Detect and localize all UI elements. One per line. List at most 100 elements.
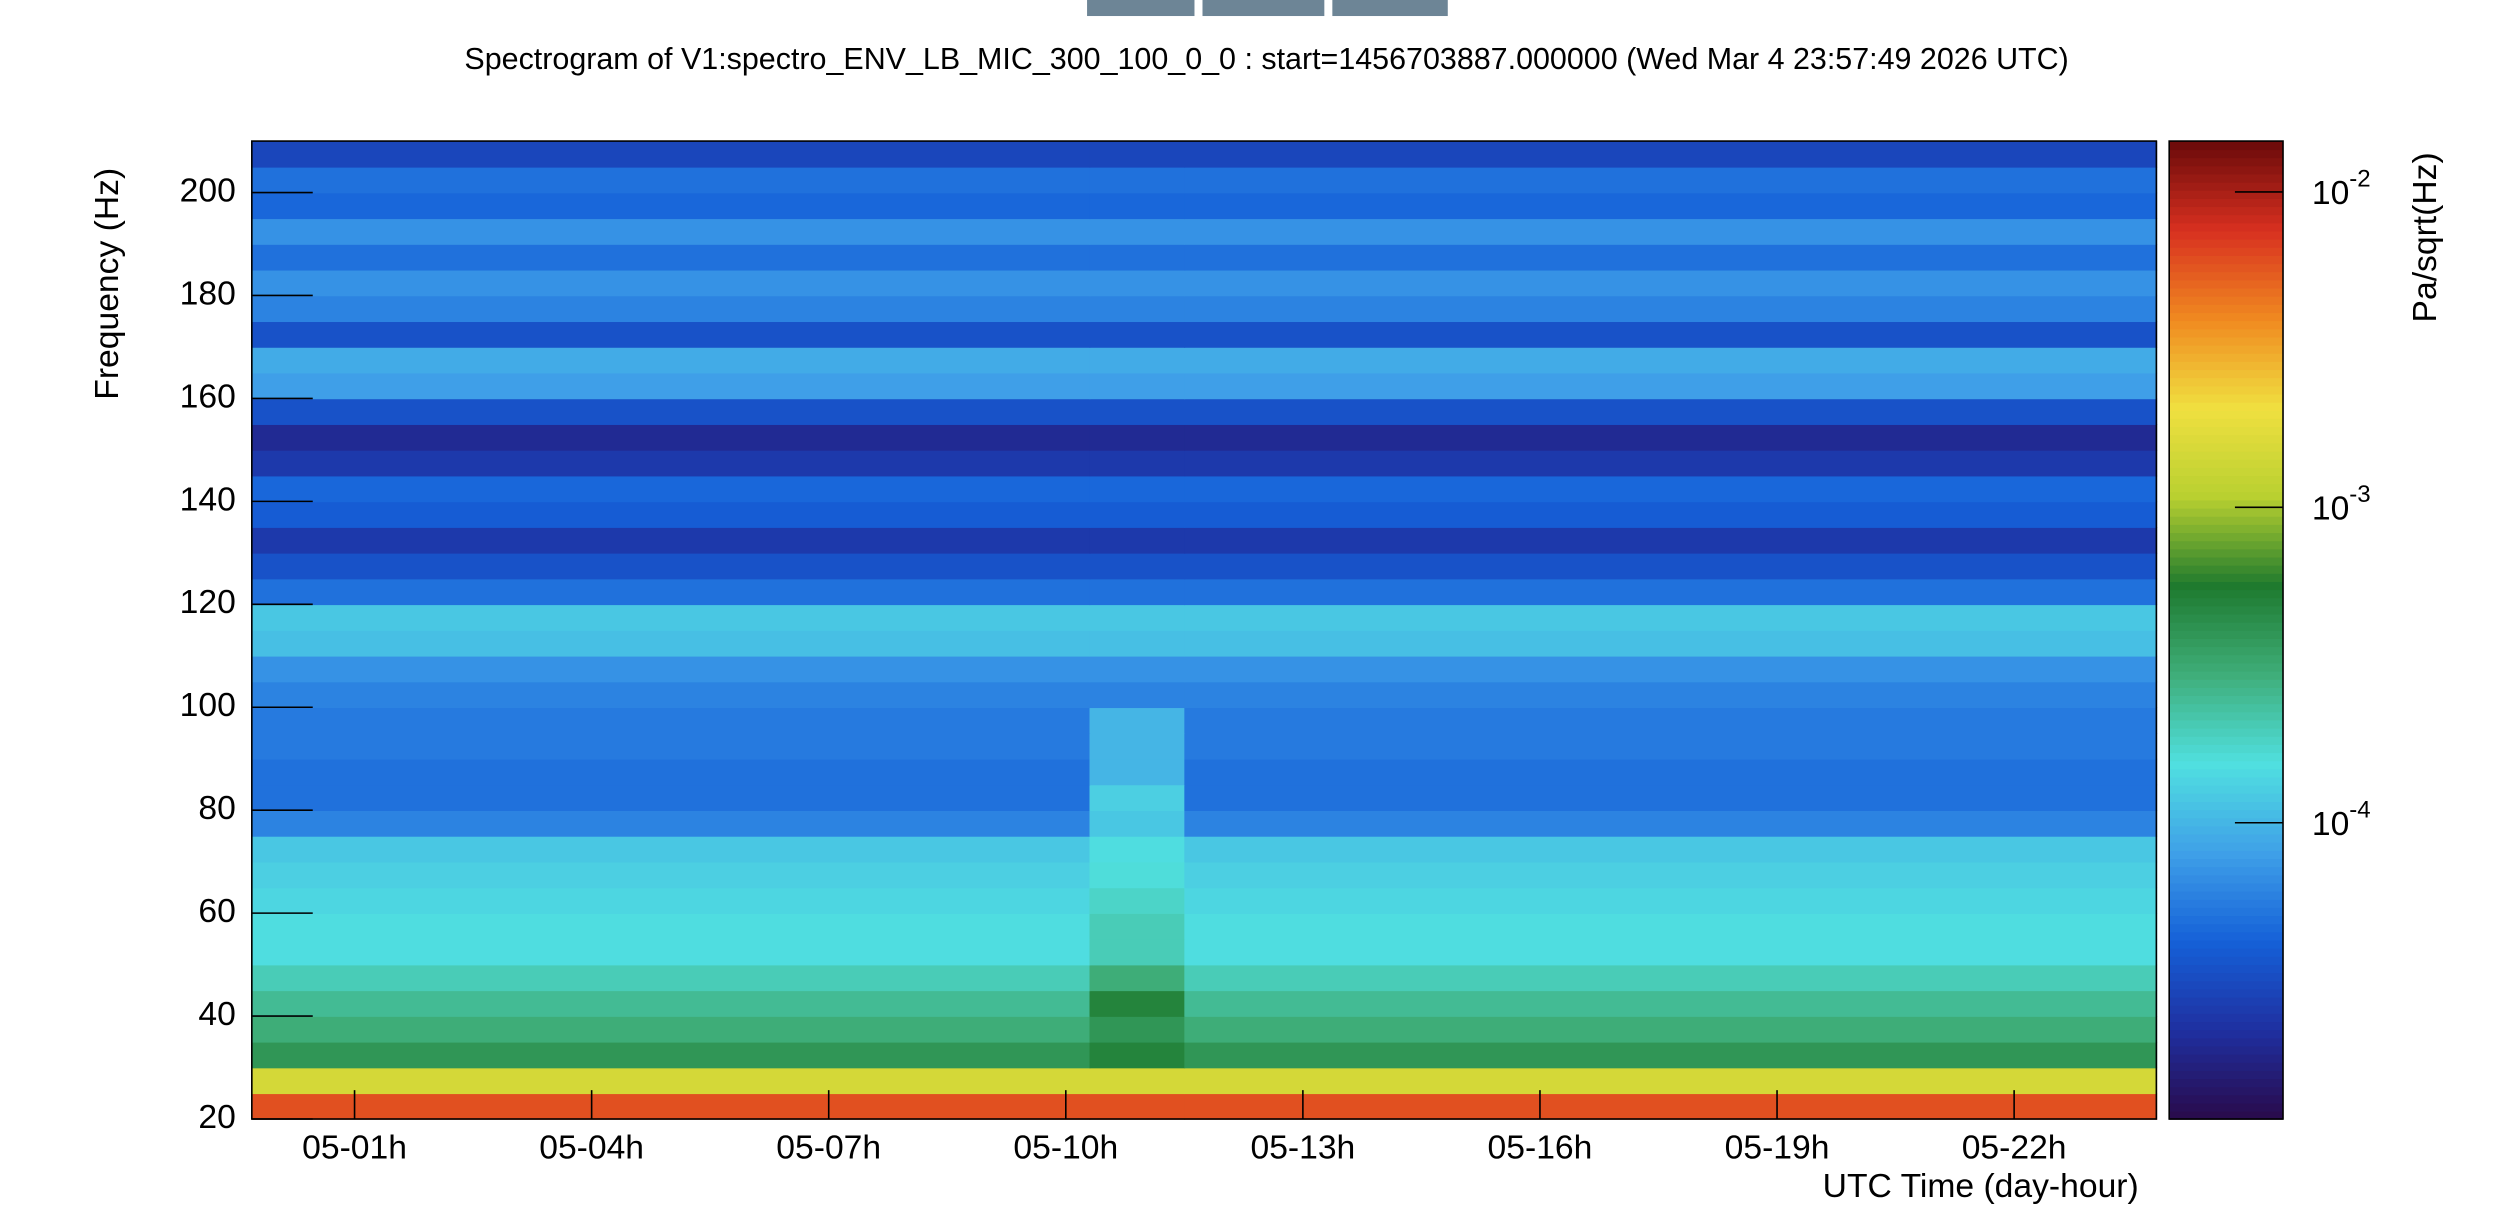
colorbar-segment [2169,768,2284,778]
y-tick-label: 60 [198,893,235,930]
colorbar-segment [2169,1053,2284,1063]
heatmap-cell [251,810,1091,837]
colorbar-segment [2169,238,2284,248]
colorbar-segment [2169,304,2284,314]
colorbar-segment [2169,1070,2284,1080]
colorbar-segment [2169,1045,2284,1055]
colorbar-segment [2169,597,2284,607]
heatmap-cell [251,732,1091,760]
toolbar-button[interactable] [1332,0,1448,17]
heatmap-cell [1089,913,1186,940]
colorbar-segment [2169,784,2284,794]
colorbar-segment [2169,760,2284,770]
x-tick-label: 05-13h [1250,1129,1355,1166]
heatmap-cell [1089,372,1186,400]
heatmap-cell [251,758,1091,786]
heatmap-cell [251,501,1091,528]
heatmap-cell [251,244,1091,271]
heatmap-cell [1089,681,1186,709]
colorbar-segment [2169,898,2284,908]
colorbar-segment [2169,801,2284,811]
heatmap-cell [251,552,1091,580]
toolbar-button[interactable] [1087,0,1195,17]
colorbar-tick-base: 10 [2312,175,2349,212]
colorbar-segment [2169,410,2284,419]
heatmap-cell [1089,269,1186,297]
colorbar-segment [2169,401,2284,411]
colorbar-segment [2169,752,2284,762]
colorbar-segment [2169,328,2284,338]
heatmap-cell [1184,861,2158,889]
x-tick-label: 05-01h [302,1129,407,1166]
heatmap-cell [1089,1067,1186,1095]
heatmap-cell [1089,1093,1186,1120]
colorbar-segment [2169,947,2284,957]
y-tick-label: 20 [198,1099,235,1136]
heatmap-cell [1089,475,1186,503]
colorbar-segment [2169,157,2284,167]
colorbar-segment [2169,703,2284,713]
colorbar-segment [2169,858,2284,868]
heatmap-cell [1184,424,2158,451]
heatmap-cell [1184,475,2158,503]
colorbar-segment [2169,491,2284,501]
colorbar-segment [2169,793,2284,802]
colorbar-segment [2169,882,2284,892]
colorbar-segment [2169,735,2284,745]
heatmap-cell [251,449,1091,477]
y-tick-label: 200 [180,172,236,209]
colorbar-frame [2168,140,2284,1120]
colorbar-segment [2169,385,2284,395]
colorbar-segment [2169,540,2284,550]
colorbar-segment [2169,312,2284,322]
colorbar-segment [2169,344,2284,354]
heatmap-cell [1184,321,2158,348]
colorbar-tick-label: 10-2 [2312,166,2371,212]
colorbar-segment [2169,1102,2284,1112]
heatmap-cell [251,964,1091,992]
y-tick-label: 40 [198,996,235,1033]
colorbar-segment [2169,458,2284,468]
heatmap-cell [1089,321,1186,348]
heatmap-cell [1089,424,1186,451]
colorbar-segment [2169,198,2284,208]
colorbar-segment [2169,687,2284,697]
colorbar-segment [2169,964,2284,974]
x-tick-label: 05-19h [1725,1129,1830,1166]
heatmap-cell [1184,552,2158,580]
heatmap-cell [1089,887,1186,914]
colorbar-segment [2169,638,2284,648]
heatmap-cell [251,192,1091,220]
heatmap-cell [1184,166,2158,194]
heatmap-cell [1184,218,2158,245]
toolbar-button[interactable] [1202,0,1325,17]
heatmap-cell [1184,1093,2158,1120]
colorbar-segment [2169,361,2284,371]
heatmap-cell [1184,732,2158,760]
heatmap-cell [1184,295,2158,323]
colorbar-segment [2169,1061,2284,1071]
colorbar-segment [2169,149,2284,159]
colorbar-segment [2169,450,2284,460]
heatmap-cell [251,604,1091,631]
heatmap-cell [251,861,1091,889]
colorbar-segment [2169,222,2284,232]
colorbar-segment [2169,141,2284,151]
heatmap-cell [251,1041,1091,1069]
colorbar-segment [2169,817,2284,827]
colorbar-segment [2169,1013,2284,1023]
y-tick-label: 160 [180,378,236,415]
colorbar-segment [2169,287,2284,297]
heatmap-cell [1089,218,1186,245]
colorbar-segment [2169,662,2284,672]
colorbar-segment [2169,336,2284,346]
colorbar-segment [2169,295,2284,305]
heatmap-cell [1184,269,2158,297]
heatmap-cell [1184,449,2158,477]
x-tick-label: 05-07h [776,1129,881,1166]
heatmap-cell [1089,938,1186,966]
colorbar-segment [2169,442,2284,452]
colorbar-segment [2169,939,2284,949]
colorbar-segment [2169,426,2284,436]
